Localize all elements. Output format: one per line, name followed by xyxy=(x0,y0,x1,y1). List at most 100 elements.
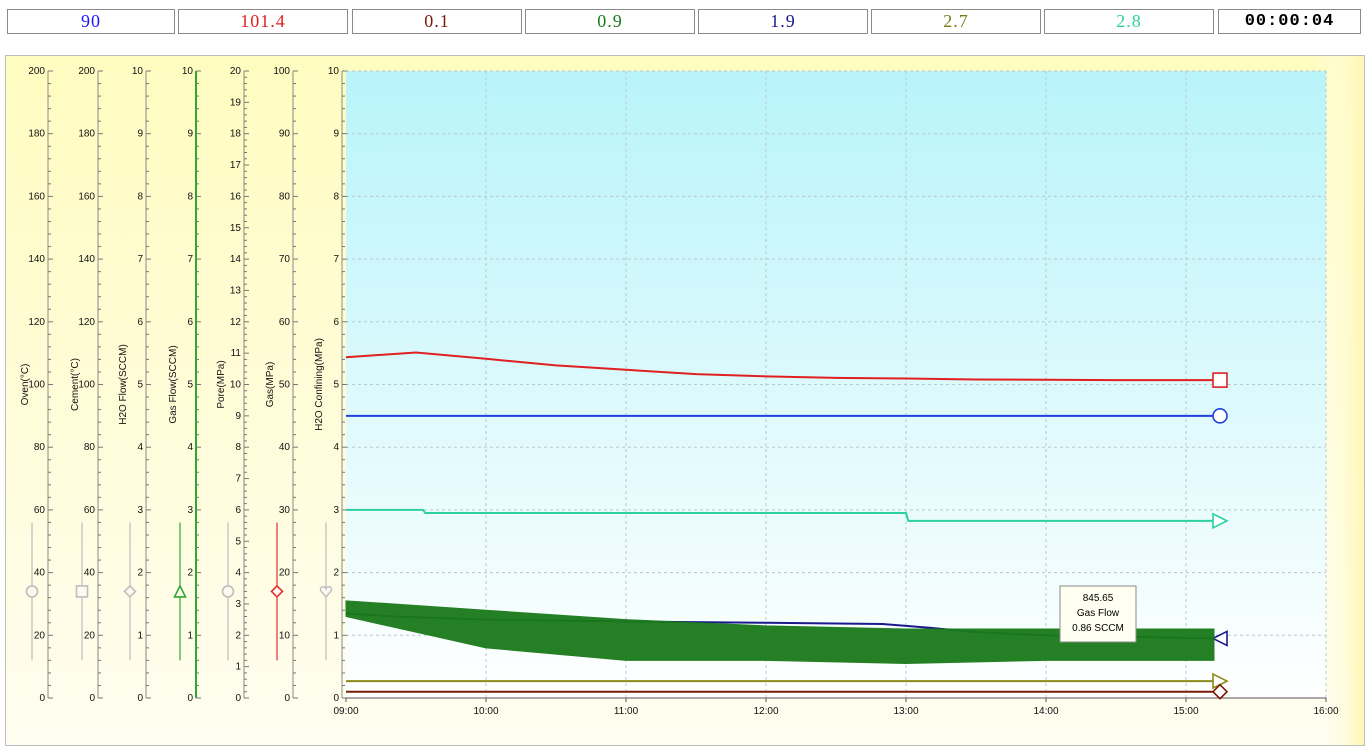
time-tick-label: 13:00 xyxy=(893,706,918,717)
value-axis-tick-label: 6 xyxy=(333,317,339,328)
series xyxy=(346,683,1229,700)
value-axis-tick-label: 0 xyxy=(333,693,339,704)
value-axis-tick-label: 16 xyxy=(230,191,242,202)
value-axis-tick-label: 2 xyxy=(187,568,193,579)
time-tick-label: 09:00 xyxy=(333,706,358,717)
time-tick-label: 15:00 xyxy=(1173,706,1198,717)
readout-cement: 101.4 xyxy=(178,9,348,34)
time-tick-label: 11:00 xyxy=(614,706,639,717)
value-axis-slider-knob xyxy=(221,585,235,598)
value-axis-tick-label: 90 xyxy=(279,129,291,140)
value-axis-tick-label: 10 xyxy=(132,66,144,77)
value-axis-tick-label: 120 xyxy=(28,317,45,328)
value-axis-tick-label: 8 xyxy=(187,191,193,202)
value-axis: 0 1 2 3 4 5 6 7 8 9 10 H2O Confining(MPa) xyxy=(314,66,347,704)
value-axis-tick-label: 4 xyxy=(333,442,339,453)
value-axis-tick-label: 14 xyxy=(230,254,242,265)
value-axis-tick-label: 30 xyxy=(279,505,291,516)
value-axis-tick-label: 3 xyxy=(137,505,143,516)
value-axis-label: H2O Flow(SCCM) xyxy=(118,344,129,425)
value-axis-tick-label: 8 xyxy=(137,191,143,202)
series-noise-band xyxy=(345,600,1215,665)
time-tick-label: 12:00 xyxy=(753,706,778,717)
value-axis-label: Gas(MPa) xyxy=(265,362,276,408)
value-axis-tick-label: 17 xyxy=(230,160,242,171)
value-axis-tick-label: 20 xyxy=(84,630,96,641)
time-axis: 09:00 10:00 11:00 12:00 13:00 14:00 15:00 16:00 xyxy=(333,697,1339,717)
value-axis-tick-label: 80 xyxy=(84,442,96,453)
value-axis-tick-label: 2 xyxy=(235,630,241,641)
value-axis-tick-label: 7 xyxy=(235,474,241,485)
value-axis-label: Cement(°C) xyxy=(70,358,81,411)
value-axis-tick-label: 15 xyxy=(230,223,242,234)
value-axis-tick-label: 60 xyxy=(279,317,291,328)
readout-gas: 2.7 xyxy=(871,9,1041,34)
value-axis-tick-label: 9 xyxy=(333,129,339,140)
series-end-marker xyxy=(1212,372,1228,388)
value-axis-tick-label: 140 xyxy=(28,254,45,265)
value-axis-tick-label: 3 xyxy=(333,505,339,516)
readout-h2o-flow: 0.1 xyxy=(352,9,522,34)
series-end-marker xyxy=(1212,408,1228,424)
value-axis-slider-knob xyxy=(319,585,333,598)
value-axis-tick-label: 20 xyxy=(34,630,46,641)
value-axes: 020406080100120140160180200Oven(°C)02040… xyxy=(20,66,347,704)
tooltip-box xyxy=(1059,585,1137,643)
tooltip: 845.65 Gas Flow 0.86 SCCM xyxy=(1059,585,1137,643)
value-axis-tick-label: 10 xyxy=(328,66,340,77)
value-axis-tick-label: 3 xyxy=(187,505,193,516)
elapsed-clock: 00:00:04 xyxy=(1218,9,1361,34)
value-axis-tick-label: 5 xyxy=(137,380,143,391)
value-axis-tick-label: 80 xyxy=(279,191,291,202)
value-axis-tick-label: 4 xyxy=(235,568,241,579)
value-axis-tick-label: 140 xyxy=(78,254,95,265)
value-axis-slider-knob xyxy=(75,585,89,598)
value-axis-tick-label: 5 xyxy=(187,380,193,391)
value-axis-tick-label: 70 xyxy=(279,254,291,265)
value-axis-tick-label: 13 xyxy=(230,285,242,296)
value-axis-slider-knob xyxy=(123,584,137,599)
value-axis-tick-label: 1 xyxy=(235,662,241,673)
value-axis-slider-knob xyxy=(25,585,39,598)
value-axis-tick-label: 9 xyxy=(187,129,193,140)
chart-panel: 0 20 40 60 80 100 120 140 160 180 200 Oven(°C) 0 20 40… xyxy=(5,55,1365,746)
value-axis-tick-label: 5 xyxy=(333,380,339,391)
value-axis-tick-label: 9 xyxy=(235,411,241,422)
time-tick-label: 14:00 xyxy=(1033,706,1058,717)
value-axis-tick-label: 180 xyxy=(78,129,95,140)
series-end-marker xyxy=(1211,630,1228,647)
value-axis-tick-label: 9 xyxy=(137,129,143,140)
value-axis-tick-label: 60 xyxy=(84,505,96,516)
value-axis-tick-label: 18 xyxy=(230,129,242,140)
readout-gas-flow: 0.9 xyxy=(525,9,695,34)
value-axis-tick-label: 0 xyxy=(187,693,193,704)
value-axis-label: Gas Flow(SCCM) xyxy=(168,345,179,423)
series xyxy=(346,508,1229,530)
value-axis-tick-label: 4 xyxy=(187,442,193,453)
series xyxy=(345,351,1228,388)
value-axis-tick-label: 12 xyxy=(230,317,242,328)
value-axis-tick-label: 40 xyxy=(84,568,96,579)
value-axis-tick-label: 1 xyxy=(137,630,143,641)
value-axis-tick-label: 4 xyxy=(137,442,143,453)
value-axis-tick-label: 10 xyxy=(279,630,291,641)
value-axis-tick-label: 7 xyxy=(187,254,193,265)
value-axis-slider-knob xyxy=(173,584,187,598)
value-axis: 0 10 20 30 40 50 60 70 80 90 100 Gas(MPa) xyxy=(265,66,298,704)
value-axis-label: Pore(MPa) xyxy=(216,360,227,408)
value-axis: 0 20 40 60 80 100 120 140 160 180 200 Cement(°C) xyxy=(70,66,103,704)
readout-pore: 1.9 xyxy=(698,9,868,34)
value-axis-label: Oven(°C) xyxy=(20,364,31,406)
value-axis-tick-label: 0 xyxy=(39,693,45,704)
value-axis-tick-label: 6 xyxy=(137,317,143,328)
value-axis-tick-label: 0 xyxy=(137,693,143,704)
value-axis-tick-label: 60 xyxy=(34,505,46,516)
value-axis-tick-label: 19 xyxy=(230,97,242,108)
value-axis-label: H2O Confining(MPa) xyxy=(314,338,325,431)
value-axis-tick-label: 8 xyxy=(333,191,339,202)
series xyxy=(346,408,1228,424)
chart-svg: 020406080100120140160180200Oven(°C)02040… xyxy=(6,56,1364,745)
value-axis-tick-label: 6 xyxy=(187,317,193,328)
value-axis-tick-label: 6 xyxy=(235,505,241,516)
tooltip-value: 845.65 xyxy=(1083,593,1114,604)
